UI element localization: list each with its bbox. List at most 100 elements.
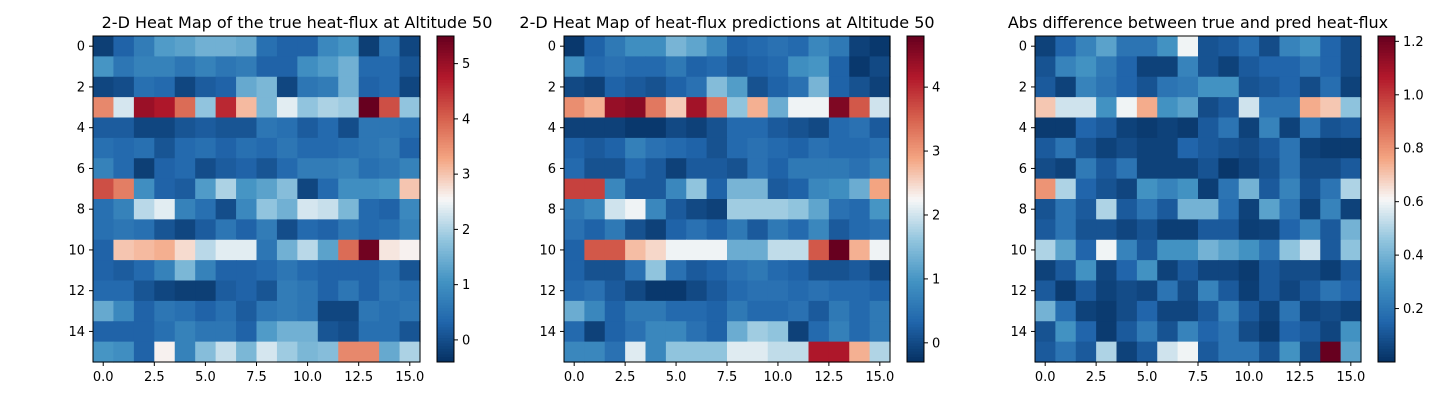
colorbar-segment [437, 326, 454, 330]
heatmap-cell [788, 158, 810, 180]
colorbar-segment [1378, 215, 1395, 219]
heatmap-cell [869, 321, 891, 343]
colorbar-segment [437, 193, 454, 197]
heatmap-cell [379, 36, 401, 57]
heatmap-cell [828, 321, 850, 343]
heatmap-cell [1136, 199, 1158, 220]
colorbar-segment [1378, 106, 1395, 110]
heatmap-cell [706, 280, 728, 302]
heatmap-cell [869, 137, 891, 159]
colorbar-segment [437, 55, 454, 59]
heatmap-cell [747, 321, 769, 343]
colorbar-segment [907, 90, 924, 94]
heatmap-cell [604, 280, 626, 302]
heatmap-cell [399, 260, 421, 282]
colorbar-segment [907, 261, 924, 265]
heatmap-cell [1177, 219, 1199, 241]
colorbar-segment [437, 171, 454, 176]
y-tick-label: 14 [539, 325, 556, 340]
heatmap-cell [564, 137, 585, 159]
heatmap-cell [1198, 280, 1219, 302]
heatmap-cell [338, 219, 360, 241]
heatmap-cell [1136, 76, 1158, 98]
y-tick-label: 4 [1019, 121, 1027, 136]
heatmap-cell [808, 137, 830, 159]
heatmap-cell [767, 117, 789, 139]
colorbar-segment [1378, 348, 1395, 352]
colorbar-segment [437, 90, 454, 94]
colorbar-segment [437, 302, 454, 306]
heatmap-cell [747, 36, 769, 57]
heatmap-cell [358, 117, 380, 139]
heatmap-cell [195, 158, 217, 180]
heatmap-cell [747, 76, 769, 98]
heatmap-cell [1340, 36, 1362, 57]
colorbar-segment [1378, 84, 1395, 89]
colorbar-segment [1378, 117, 1395, 121]
heatmap-cell [236, 97, 258, 119]
heatmap-cell [1218, 97, 1240, 119]
heatmap-cell [1096, 219, 1118, 241]
heatmap-cell [399, 341, 421, 363]
colorbar-segment [1378, 82, 1395, 86]
heatmap-cell [1299, 239, 1321, 261]
heatmap-cell [808, 178, 830, 200]
heatmap-cell [236, 56, 258, 78]
heatmap-cell [828, 260, 850, 282]
heatmap-cell [727, 76, 748, 98]
colorbar-segment [1378, 182, 1395, 186]
heatmap-cell [174, 321, 196, 343]
heatmap-cell [767, 137, 789, 159]
heatmap-cell [686, 36, 708, 57]
heatmap-cell [133, 117, 155, 139]
heatmap-cell [1218, 76, 1240, 98]
colorbar-segment [1378, 340, 1395, 344]
colorbar-segment [437, 269, 454, 273]
colorbar-segment [907, 231, 924, 235]
heatmap-cell [1035, 178, 1056, 200]
colorbar-segment [437, 177, 454, 181]
colorbar-segment [907, 52, 924, 56]
colorbar-segment [437, 117, 454, 121]
colorbar-segment [1378, 87, 1395, 91]
heatmap-cell [604, 36, 626, 57]
heatmap-cell [297, 36, 319, 57]
heatmap-cell [706, 36, 728, 57]
colorbar-segment [907, 199, 924, 203]
colorbar-segment [437, 41, 454, 45]
colorbar-segment [907, 313, 924, 317]
chart-title: 2-D Heat Map of heat-flux predictions at… [519, 13, 934, 32]
heatmap-cell [113, 137, 135, 159]
heatmap-cell [1198, 239, 1219, 261]
heatmap-cell [1198, 97, 1219, 119]
colorbar-segment [907, 332, 924, 336]
heatmap-cell [828, 117, 850, 139]
heatmap-cell [133, 178, 155, 200]
heatmap-cell [1055, 280, 1077, 302]
heatmap-cell [1218, 321, 1240, 343]
heatmap-cell [1177, 56, 1199, 78]
heatmap-cell [154, 56, 176, 78]
heatmap-cell [706, 321, 728, 343]
heatmap-cell [1238, 56, 1260, 78]
colorbar-segment [437, 321, 454, 325]
colorbar-segment [907, 250, 924, 254]
colorbar-segment [1378, 55, 1395, 59]
heatmap-cell [1238, 178, 1260, 200]
heatmap-cell [1075, 260, 1097, 282]
colorbar-segment [907, 340, 924, 344]
heatmap-cell [93, 97, 115, 119]
colorbar-segment [907, 103, 924, 108]
x-axis: 0.0 2.5 5.0 7.5 10.0 12.5 15.0 [93, 362, 424, 385]
colorbar-segment [1378, 332, 1395, 336]
colorbar-segment [437, 359, 454, 363]
colorbar-segment [907, 237, 924, 241]
heatmap-cell [788, 117, 810, 139]
y-tick-label: 2 [77, 80, 85, 95]
colorbar-segment [437, 345, 454, 349]
heatmap-cell [297, 76, 319, 98]
heatmap-cell [256, 300, 278, 322]
heatmap-cell [584, 56, 606, 78]
colorbar-segment [437, 141, 454, 146]
heatmap-cell [808, 260, 830, 282]
